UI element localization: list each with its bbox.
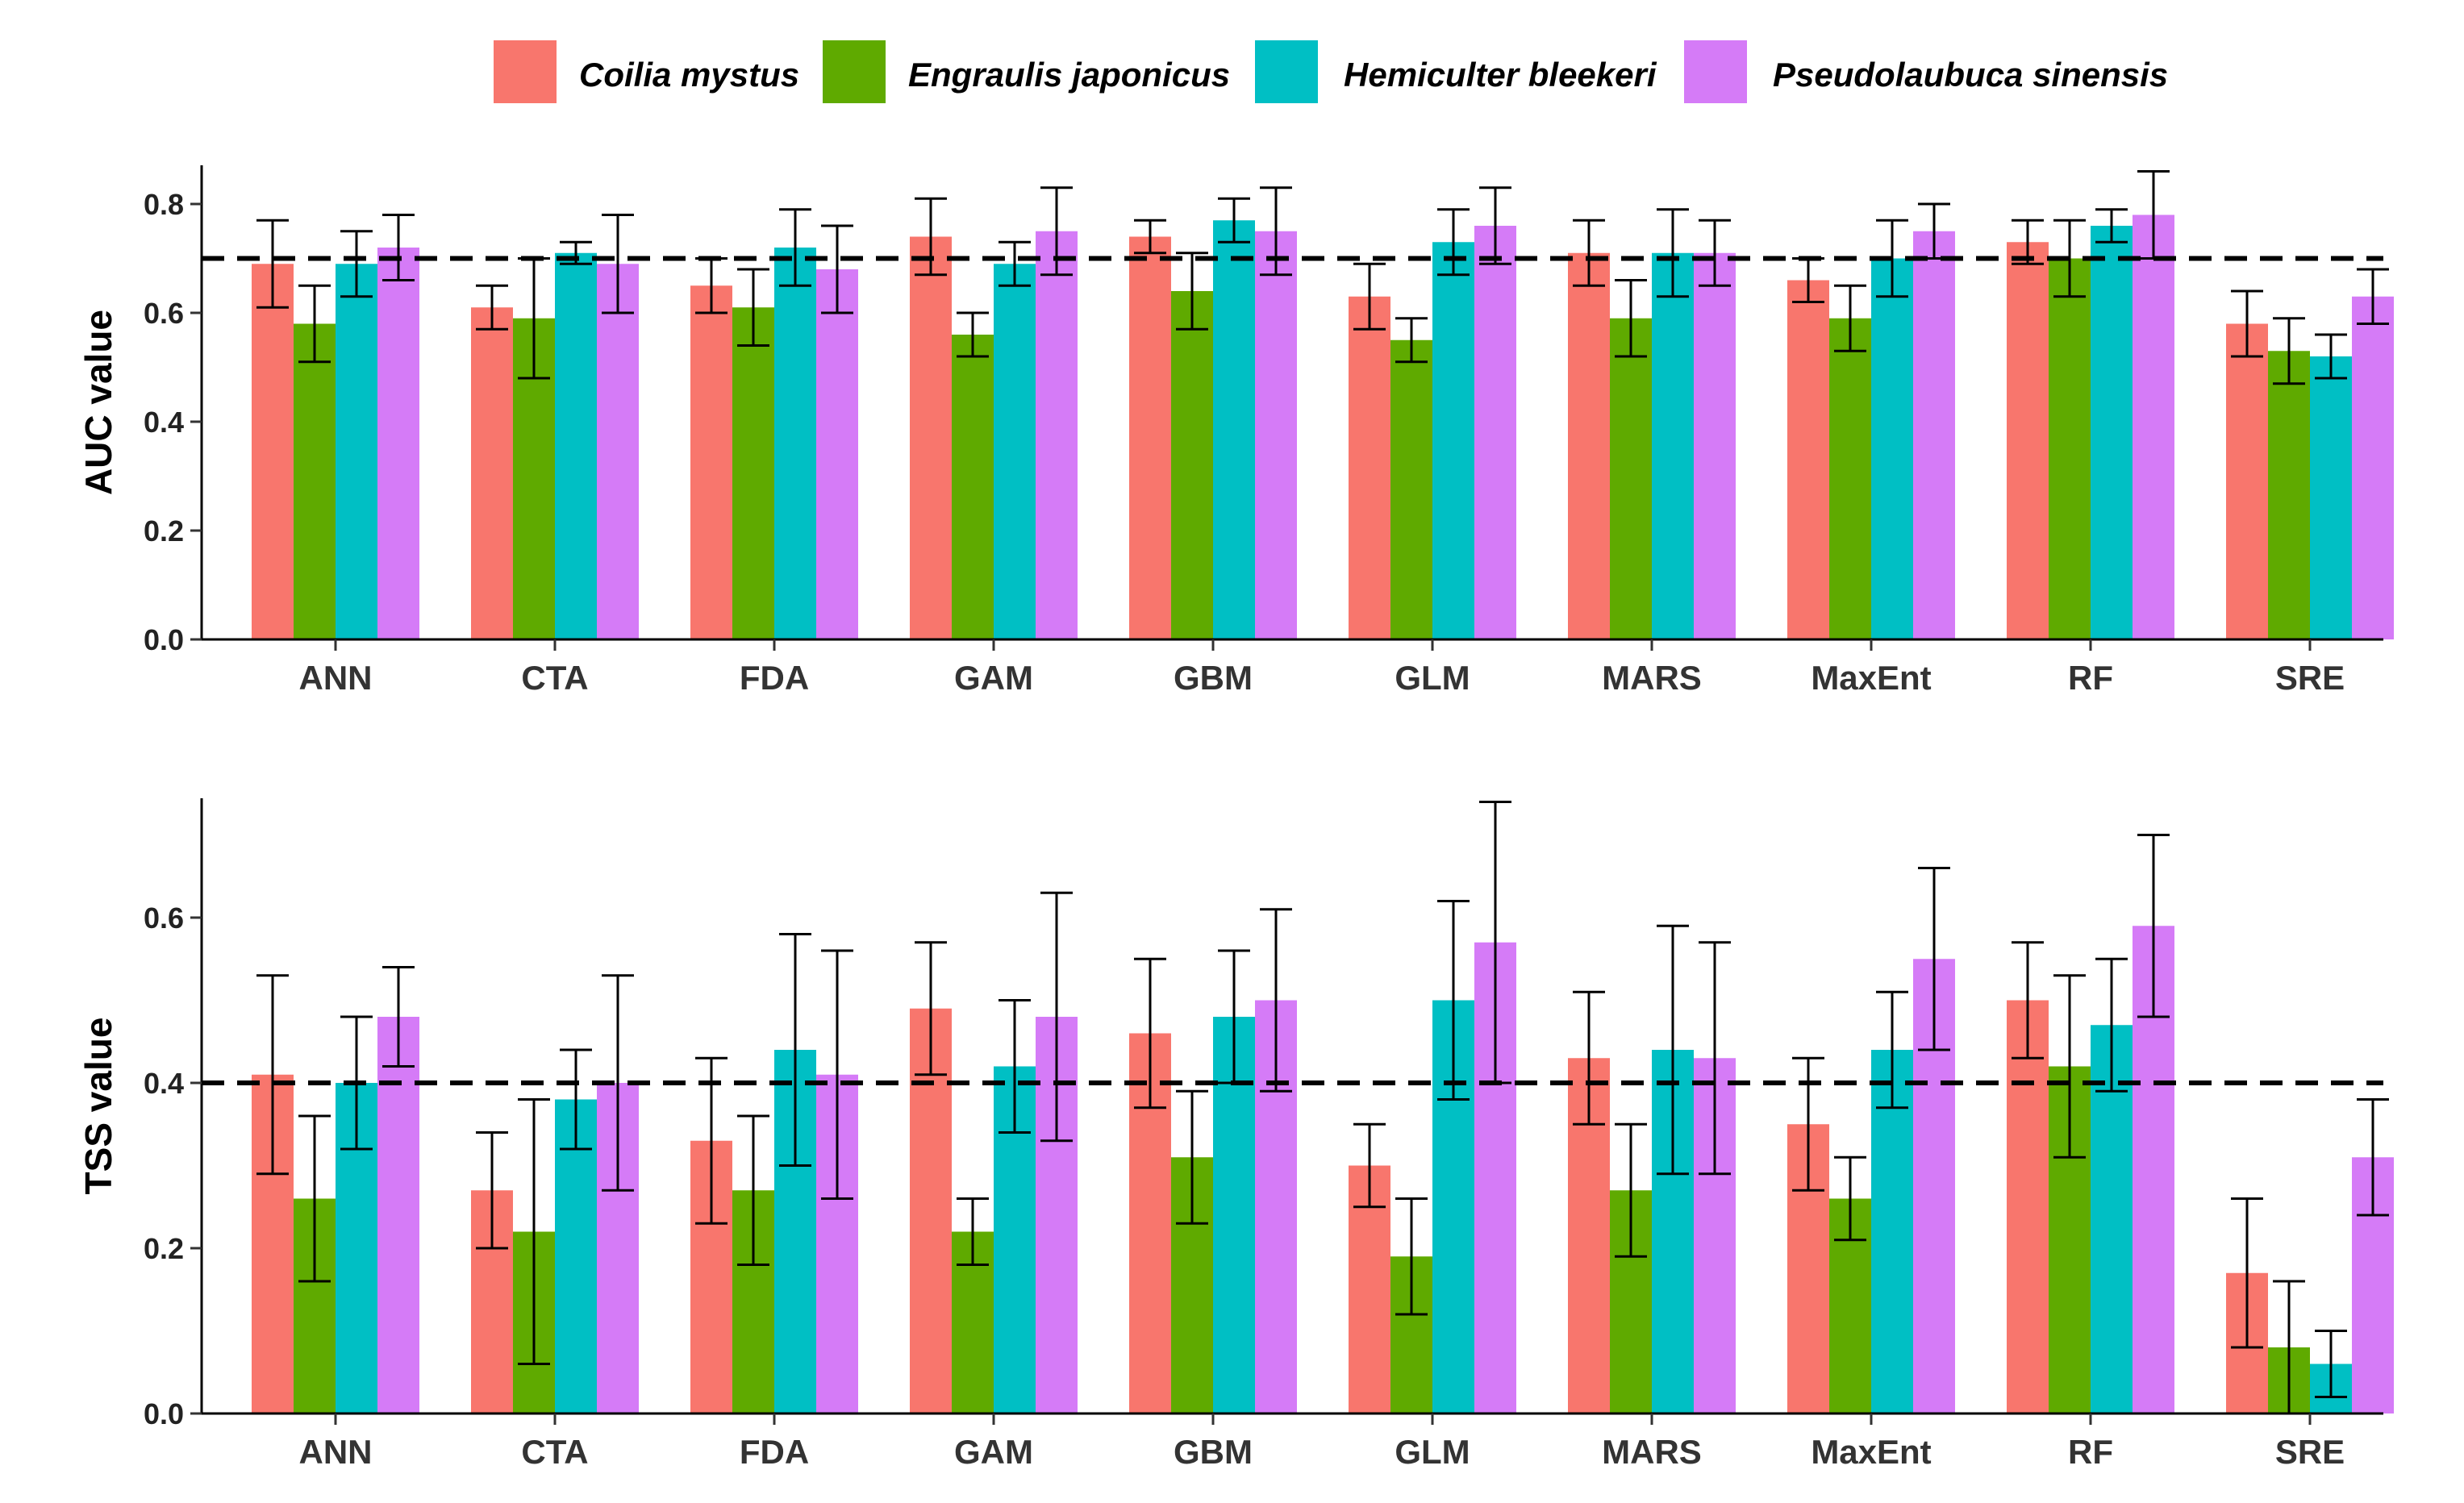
y-tick-label-auc-4: 0.8 xyxy=(144,188,184,221)
bar-tss-rf-coilia-mystus xyxy=(2007,1000,2049,1413)
x-tick-label-auc-cta: CTA xyxy=(521,659,588,697)
bar-auc-gbm-engraulis-japonicus xyxy=(1171,291,1213,639)
x-tick-label-tss-rf: RF xyxy=(2068,1433,2113,1471)
bar-auc-fda-hemiculter-bleekeri xyxy=(774,248,816,639)
x-tick-label-auc-mars: MARS xyxy=(1602,659,1702,697)
bar-auc-sre-engraulis-japonicus xyxy=(2268,351,2310,639)
legend-label-hemiculter-bleekeri: Hemiculter bleekeri xyxy=(1344,56,1657,94)
y-axis-title-tss: TSS value xyxy=(77,1018,119,1195)
bar-auc-maxent-coilia-mystus xyxy=(1787,280,1829,639)
bar-auc-gam-engraulis-japonicus xyxy=(952,335,994,639)
x-tick-label-tss-cta: CTA xyxy=(521,1433,588,1471)
x-tick-label-tss-gam: GAM xyxy=(954,1433,1033,1471)
bar-auc-rf-engraulis-japonicus xyxy=(2049,258,2091,639)
y-tick-label-tss-0: 0.0 xyxy=(144,1397,184,1430)
bar-auc-maxent-hemiculter-bleekeri xyxy=(1871,258,1913,639)
bar-auc-gbm-hemiculter-bleekeri xyxy=(1213,220,1255,639)
bar-auc-mars-pseudolaubuca-sinensis xyxy=(1694,252,1736,639)
bar-auc-mars-hemiculter-bleekeri xyxy=(1652,252,1694,639)
legend-swatch-hemiculter-bleekeri xyxy=(1255,40,1318,103)
bar-auc-fda-engraulis-japonicus xyxy=(732,307,774,639)
x-tick-label-auc-maxent: MaxEnt xyxy=(1811,659,1931,697)
bar-auc-gbm-pseudolaubuca-sinensis xyxy=(1255,231,1297,639)
x-tick-label-tss-sre: SRE xyxy=(2275,1433,2345,1471)
legend-swatch-engraulis-japonicus xyxy=(823,40,886,103)
legend-swatch-pseudolaubuca-sinensis xyxy=(1684,40,1747,103)
x-tick-label-auc-sre: SRE xyxy=(2275,659,2345,697)
y-tick-label-auc-0: 0.0 xyxy=(144,623,184,656)
y-axis-title-auc: AUC value xyxy=(77,310,119,495)
y-tick-label-auc-1: 0.2 xyxy=(144,514,184,547)
x-tick-label-auc-ann: ANN xyxy=(299,659,373,697)
bar-auc-sre-hemiculter-bleekeri xyxy=(2310,356,2352,639)
bar-auc-fda-pseudolaubuca-sinensis xyxy=(816,269,858,639)
bar-auc-maxent-engraulis-japonicus xyxy=(1829,318,1871,639)
bar-tss-ann-pseudolaubuca-sinensis xyxy=(377,1017,419,1413)
bar-auc-ann-engraulis-japonicus xyxy=(294,323,336,639)
x-tick-label-tss-gbm: GBM xyxy=(1174,1433,1253,1471)
x-tick-label-auc-gbm: GBM xyxy=(1174,659,1253,697)
bar-auc-maxent-pseudolaubuca-sinensis xyxy=(1913,231,1955,639)
y-tick-label-tss-1: 0.2 xyxy=(144,1232,184,1265)
legend-label-engraulis-japonicus: Engraulis japonicus xyxy=(908,56,1230,94)
bar-auc-ann-hemiculter-bleekeri xyxy=(336,264,377,639)
x-tick-label-auc-fda: FDA xyxy=(740,659,809,697)
x-tick-label-auc-glm: GLM xyxy=(1395,659,1470,697)
bar-auc-mars-coilia-mystus xyxy=(1568,252,1610,639)
legend-swatch-coilia-mystus xyxy=(494,40,557,103)
bar-auc-sre-pseudolaubuca-sinensis xyxy=(2352,296,2394,639)
x-tick-label-tss-glm: GLM xyxy=(1395,1433,1470,1471)
bar-auc-rf-coilia-mystus xyxy=(2007,242,2049,639)
bar-auc-ann-pseudolaubuca-sinensis xyxy=(377,248,419,639)
bar-auc-cta-hemiculter-bleekeri xyxy=(555,252,597,639)
bar-tss-maxent-hemiculter-bleekeri xyxy=(1871,1050,1913,1413)
y-tick-label-tss-3: 0.6 xyxy=(144,901,184,935)
bar-auc-sre-coilia-mystus xyxy=(2226,323,2268,639)
legend-label-coilia-mystus: Coilia mystus xyxy=(579,56,799,94)
bar-auc-rf-pseudolaubuca-sinensis xyxy=(2133,214,2174,639)
bar-auc-glm-engraulis-japonicus xyxy=(1390,339,1432,639)
bar-auc-rf-hemiculter-bleekeri xyxy=(2091,226,2133,639)
bar-tss-gam-coilia-mystus xyxy=(910,1008,952,1413)
legend-label-pseudolaubuca-sinensis: Pseudolaubuca sinensis xyxy=(1773,56,2168,94)
bar-auc-cta-pseudolaubuca-sinensis xyxy=(597,264,639,639)
bar-auc-gam-pseudolaubuca-sinensis xyxy=(1036,231,1078,639)
bar-auc-mars-engraulis-japonicus xyxy=(1610,318,1652,639)
y-tick-label-auc-2: 0.4 xyxy=(144,406,184,439)
y-tick-label-tss-2: 0.4 xyxy=(144,1067,184,1100)
x-tick-label-tss-mars: MARS xyxy=(1602,1433,1702,1471)
bar-auc-gam-coilia-mystus xyxy=(910,236,952,639)
y-tick-label-auc-3: 0.6 xyxy=(144,297,184,330)
x-tick-label-auc-rf: RF xyxy=(2068,659,2113,697)
x-tick-label-tss-ann: ANN xyxy=(299,1433,373,1471)
x-tick-label-tss-fda: FDA xyxy=(740,1433,809,1471)
x-tick-label-tss-maxent: MaxEnt xyxy=(1811,1433,1931,1471)
bar-tss-cta-hemiculter-bleekeri xyxy=(555,1099,597,1413)
bar-auc-glm-hemiculter-bleekeri xyxy=(1432,242,1474,639)
bar-auc-glm-coilia-mystus xyxy=(1349,296,1390,639)
bar-auc-gam-hemiculter-bleekeri xyxy=(994,264,1036,639)
bar-auc-cta-coilia-mystus xyxy=(471,307,513,639)
bar-auc-ann-coilia-mystus xyxy=(252,264,294,639)
bar-auc-fda-coilia-mystus xyxy=(690,285,732,639)
bar-auc-gbm-coilia-mystus xyxy=(1129,236,1171,639)
bar-auc-glm-pseudolaubuca-sinensis xyxy=(1474,226,1516,639)
x-tick-label-auc-gam: GAM xyxy=(954,659,1033,697)
